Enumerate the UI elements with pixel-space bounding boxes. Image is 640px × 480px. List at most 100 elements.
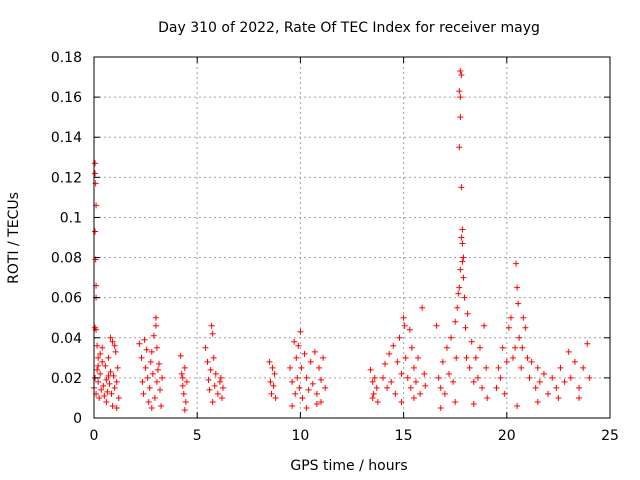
data-point xyxy=(437,404,444,411)
data-point xyxy=(576,394,583,401)
data-point xyxy=(209,330,216,337)
data-point xyxy=(112,348,119,355)
data-point xyxy=(95,378,102,385)
data-point xyxy=(398,398,405,405)
data-point xyxy=(92,160,99,167)
data-point xyxy=(95,362,102,369)
x-tick-label: 20 xyxy=(498,428,516,444)
data-point xyxy=(528,358,535,365)
data-point xyxy=(555,394,562,401)
data-point xyxy=(214,390,221,397)
data-point xyxy=(182,398,189,405)
data-point xyxy=(293,354,300,361)
data-point xyxy=(96,394,103,401)
data-point xyxy=(270,382,277,389)
data-point xyxy=(212,370,219,377)
x-tick-label: 5 xyxy=(193,428,202,444)
data-point xyxy=(218,394,225,401)
data-point xyxy=(99,344,106,351)
data-point xyxy=(520,314,527,321)
data-point xyxy=(210,354,217,361)
grid xyxy=(94,57,610,418)
data-point xyxy=(402,354,409,361)
data-point xyxy=(111,342,118,349)
data-point xyxy=(435,374,442,381)
data-point xyxy=(211,382,218,389)
data-point xyxy=(476,344,483,351)
data-point xyxy=(313,400,320,407)
data-point xyxy=(115,394,122,401)
data-point xyxy=(298,364,305,371)
data-point xyxy=(105,354,112,361)
data-point xyxy=(202,344,209,351)
data-point xyxy=(390,342,397,349)
data-point xyxy=(369,378,376,385)
data-point xyxy=(104,388,111,395)
data-point xyxy=(205,376,212,383)
data-point xyxy=(499,344,506,351)
data-point xyxy=(458,184,465,191)
data-point xyxy=(493,384,500,391)
data-point xyxy=(534,398,541,405)
data-point xyxy=(111,384,118,391)
data-point xyxy=(94,366,101,373)
data-point xyxy=(103,376,110,383)
data-point xyxy=(141,336,148,343)
data-point xyxy=(408,344,415,351)
data-point xyxy=(177,352,184,359)
data-point xyxy=(501,390,508,397)
data-point xyxy=(204,358,211,365)
data-point xyxy=(180,390,187,397)
data-point xyxy=(147,358,154,365)
data-point xyxy=(441,390,448,397)
data-point xyxy=(463,354,470,361)
data-point xyxy=(509,354,516,361)
data-point xyxy=(394,358,401,365)
data-point xyxy=(512,344,519,351)
data-point xyxy=(526,374,533,381)
data-point xyxy=(456,88,463,95)
data-point xyxy=(443,344,450,351)
data-point xyxy=(515,300,522,307)
data-point xyxy=(309,380,316,387)
data-point xyxy=(392,390,399,397)
data-point xyxy=(151,394,158,401)
data-point xyxy=(287,364,294,371)
x-tick-label: 15 xyxy=(395,428,413,444)
data-point xyxy=(410,394,417,401)
data-point xyxy=(114,364,121,371)
data-point xyxy=(514,284,521,291)
data-point xyxy=(297,328,304,335)
data-point xyxy=(396,334,403,341)
data-point xyxy=(289,378,296,385)
data-point xyxy=(456,284,463,291)
data-point xyxy=(453,354,460,361)
data-point xyxy=(181,406,188,413)
data-point xyxy=(457,94,464,101)
data-point xyxy=(159,374,166,381)
data-point xyxy=(154,366,161,373)
data-point xyxy=(209,398,216,405)
data-point xyxy=(586,374,593,381)
data-point xyxy=(503,358,510,365)
data-point xyxy=(532,384,539,391)
data-point xyxy=(320,354,327,361)
data-point xyxy=(206,386,213,393)
data-point xyxy=(422,382,429,389)
data-point xyxy=(267,378,274,385)
plot-frame xyxy=(93,56,611,419)
data-point xyxy=(470,400,477,407)
data-point xyxy=(109,402,116,409)
x-tick-labels: 0 5 10 15 20 25 xyxy=(90,428,619,444)
chart-title: Day 310 of 2022, Rate Of TEC Index for r… xyxy=(158,20,540,36)
data-point xyxy=(136,340,143,347)
data-point xyxy=(266,358,273,365)
data-point xyxy=(481,322,488,329)
data-point xyxy=(311,348,318,355)
data-point xyxy=(183,378,190,385)
data-point xyxy=(522,324,529,331)
data-point xyxy=(148,404,155,411)
data-point xyxy=(524,354,531,361)
data-point xyxy=(567,374,574,381)
